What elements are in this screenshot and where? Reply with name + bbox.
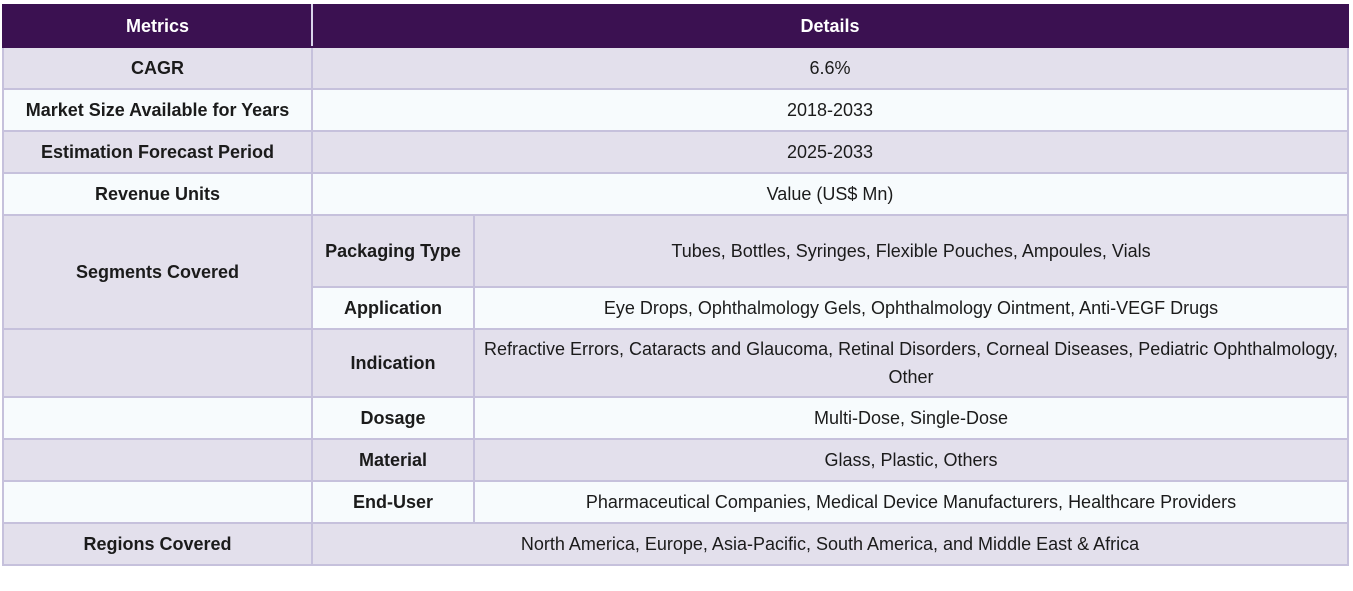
material-value: Glass, Plastic, Others xyxy=(473,438,1349,482)
header-details: Details xyxy=(311,4,1349,48)
report-scope-table: Metrics Details CAGR 6.6% Market Size Av… xyxy=(2,4,1349,566)
dosage-label: Dosage xyxy=(311,396,475,440)
indication-value: Refractive Errors, Cataracts and Glaucom… xyxy=(473,328,1349,398)
end-user-value: Pharmaceutical Companies, Medical Device… xyxy=(473,480,1349,524)
table-row-indication: Indication Refractive Errors, Cataracts … xyxy=(2,328,1349,398)
report-scope-table-container: Metrics Details CAGR 6.6% Market Size Av… xyxy=(2,4,1349,566)
dosage-empty-cell xyxy=(2,396,313,440)
table-row-forecast: Estimation Forecast Period 2025-2033 xyxy=(2,130,1349,174)
indication-empty-cell xyxy=(2,328,313,398)
market-size-label: Market Size Available for Years xyxy=(2,88,313,132)
packaging-value: Tubes, Bottles, Syringes, Flexible Pouch… xyxy=(473,214,1349,288)
table-row-market-size: Market Size Available for Years 2018-203… xyxy=(2,88,1349,132)
end-user-label: End-User xyxy=(311,480,475,524)
cagr-value: 6.6% xyxy=(311,46,1349,90)
forecast-label: Estimation Forecast Period xyxy=(2,130,313,174)
segments-covered-label: Segments Covered xyxy=(2,214,313,330)
packaging-label: Packaging Type xyxy=(311,214,475,288)
table-row-packaging: Segments Covered Packaging Type Tubes, B… xyxy=(2,214,1349,330)
dosage-value: Multi-Dose, Single-Dose xyxy=(473,396,1349,440)
table-row-dosage: Dosage Multi-Dose, Single-Dose xyxy=(2,396,1349,440)
indication-label: Indication xyxy=(311,328,475,398)
header-metrics: Metrics xyxy=(2,4,313,48)
table-header-row: Metrics Details xyxy=(2,4,1349,48)
application-value: Eye Drops, Ophthalmology Gels, Ophthalmo… xyxy=(473,286,1349,330)
table-row-revenue-units: Revenue Units Value (US$ Mn) xyxy=(2,172,1349,216)
application-label: Application xyxy=(311,286,475,330)
revenue-units-value: Value (US$ Mn) xyxy=(311,172,1349,216)
table-row-regions: Regions Covered North America, Europe, A… xyxy=(2,522,1349,566)
forecast-value: 2025-2033 xyxy=(311,130,1349,174)
table-row-end-user: End-User Pharmaceutical Companies, Medic… xyxy=(2,480,1349,524)
end-user-empty-cell xyxy=(2,480,313,524)
material-label: Material xyxy=(311,438,475,482)
regions-value: North America, Europe, Asia-Pacific, Sou… xyxy=(311,522,1349,566)
table-row-cagr: CAGR 6.6% xyxy=(2,46,1349,90)
table-row-material: Material Glass, Plastic, Others xyxy=(2,438,1349,482)
cagr-label: CAGR xyxy=(2,46,313,90)
regions-label: Regions Covered xyxy=(2,522,313,566)
table-row-application: Application Eye Drops, Ophthalmology Gel… xyxy=(3,286,1349,330)
market-size-value: 2018-2033 xyxy=(311,88,1349,132)
material-empty-cell xyxy=(2,438,313,482)
revenue-units-label: Revenue Units xyxy=(2,172,313,216)
